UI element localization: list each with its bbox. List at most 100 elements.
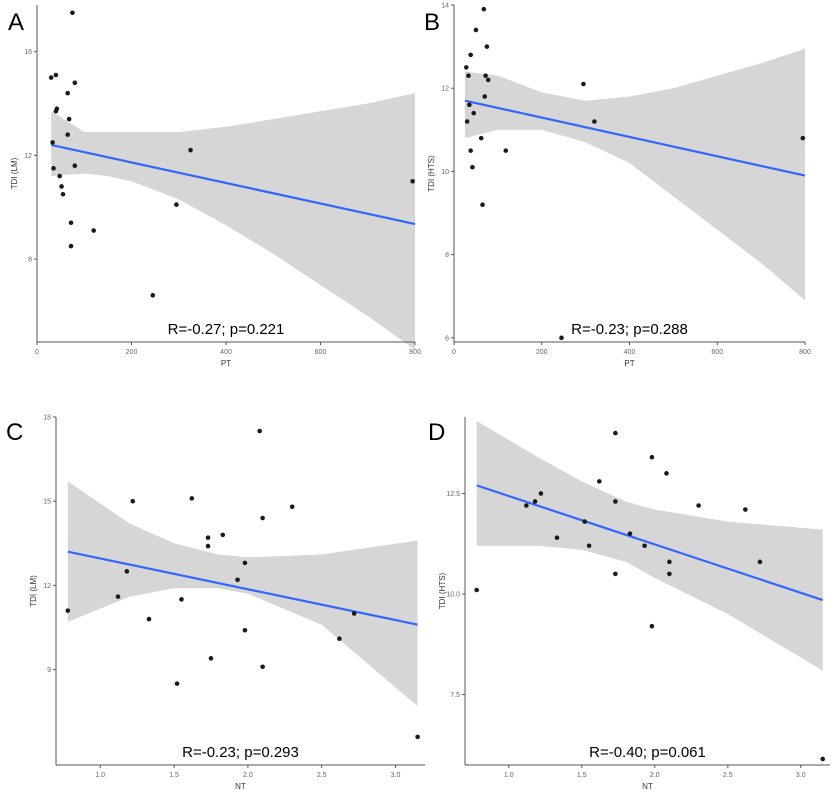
x-tick-label: 800 bbox=[799, 349, 811, 356]
data-point bbox=[696, 503, 701, 508]
x-axis-label: PT bbox=[221, 359, 231, 368]
data-point bbox=[613, 499, 618, 504]
confidence-band bbox=[476, 421, 823, 671]
y-tick-label: 12 bbox=[441, 86, 449, 93]
data-point bbox=[48, 75, 54, 80]
data-point bbox=[484, 44, 490, 49]
data-point bbox=[586, 543, 592, 549]
y-tick-label: 8 bbox=[28, 257, 32, 264]
data-point bbox=[410, 178, 415, 184]
confidence-band bbox=[67, 481, 418, 707]
data-point bbox=[72, 80, 78, 86]
data-point bbox=[582, 519, 588, 524]
data-point bbox=[800, 135, 806, 141]
y-tick-label: 14 bbox=[441, 3, 449, 10]
data-point bbox=[757, 559, 763, 565]
data-point bbox=[54, 106, 60, 111]
correlation-annotation: R=-0.40; p=0.061 bbox=[589, 744, 706, 761]
regression-line bbox=[50, 143, 416, 226]
data-point bbox=[597, 479, 602, 484]
data-point bbox=[468, 52, 473, 58]
regression-line bbox=[476, 484, 824, 602]
data-point bbox=[205, 535, 211, 540]
data-point bbox=[115, 594, 121, 599]
correlation-annotation: R=-0.23; p=0.293 bbox=[182, 744, 299, 761]
data-point bbox=[146, 616, 152, 622]
data-point bbox=[260, 515, 265, 521]
x-tick-label: 600 bbox=[315, 349, 327, 356]
data-point bbox=[480, 202, 485, 208]
data-point bbox=[220, 532, 226, 538]
data-point bbox=[65, 132, 71, 137]
data-point bbox=[559, 335, 564, 341]
data-point bbox=[481, 6, 487, 12]
data-point bbox=[68, 243, 74, 249]
data-point bbox=[649, 454, 655, 460]
correlation-annotation: R=-0.27; p=0.221 bbox=[168, 321, 285, 338]
x-tick-label: 0 bbox=[452, 349, 456, 356]
y-tick-label: 9 bbox=[47, 667, 51, 674]
data-point bbox=[188, 147, 193, 153]
y-tick-label: 12 bbox=[24, 153, 32, 160]
data-point bbox=[72, 163, 78, 169]
panel-label: C bbox=[6, 419, 23, 446]
data-point bbox=[592, 119, 597, 124]
data-point bbox=[242, 627, 248, 633]
x-tick-label: 2.5 bbox=[317, 772, 327, 779]
x-axis-label: NT bbox=[642, 782, 653, 791]
y-tick-label: 16 bbox=[24, 49, 32, 56]
y-tick-label: 12 bbox=[43, 583, 51, 590]
x-tick-label: 200 bbox=[536, 349, 548, 356]
panel-c: C 1.0 1.5 2.0 2.5 3.0 9 12 15 18 NT TDI (LM) R=-0.23… bbox=[6, 415, 425, 791]
data-point bbox=[351, 611, 357, 616]
y-tick-label: 6 bbox=[445, 335, 449, 342]
x-axis-label: NT bbox=[235, 782, 246, 791]
data-point bbox=[463, 65, 469, 70]
x-tick-label: 0 bbox=[35, 349, 39, 356]
data-point bbox=[242, 560, 248, 566]
data-point bbox=[473, 27, 479, 33]
data-point bbox=[91, 228, 96, 233]
data-point bbox=[174, 681, 180, 686]
data-point bbox=[70, 10, 75, 16]
data-point bbox=[820, 756, 825, 762]
data-point bbox=[613, 571, 618, 577]
x-tick-label: 400 bbox=[624, 349, 636, 356]
data-point bbox=[743, 507, 748, 512]
data-point bbox=[474, 587, 479, 593]
data-point bbox=[289, 504, 295, 510]
x-tick-label: 400 bbox=[220, 349, 232, 356]
data-point bbox=[60, 191, 66, 197]
data-point bbox=[538, 491, 544, 496]
regression-line bbox=[464, 99, 806, 177]
correlation-annotation: R=-0.23; p=0.288 bbox=[571, 321, 688, 338]
data-point bbox=[471, 110, 477, 116]
panel-a: A 0 200 400 600 800 8 12 16 PT TDI (LM) R=-0.27; p=… bbox=[8, 5, 421, 368]
data-point bbox=[532, 499, 538, 504]
x-tick-label: 1.5 bbox=[577, 772, 587, 779]
data-point bbox=[66, 116, 72, 122]
y-tick-label: 15 bbox=[43, 499, 51, 506]
y-tick-label: 10 bbox=[441, 169, 449, 176]
y-axis-label: TDI (LM) bbox=[29, 575, 38, 607]
data-point bbox=[468, 148, 473, 153]
x-tick-label: 2.0 bbox=[243, 772, 253, 779]
data-point bbox=[208, 656, 214, 661]
y-axis-label: TDI (LM) bbox=[10, 157, 19, 189]
data-point bbox=[235, 577, 240, 583]
x-tick-label: 1.5 bbox=[169, 772, 179, 779]
y-tick-label: 18 bbox=[43, 415, 51, 422]
data-point bbox=[664, 471, 669, 476]
panel-b: B 0 200 400 600 800 6 8 10 12 14 PT TDI (HTS) R=-0.23… bbox=[424, 3, 811, 369]
data-point bbox=[667, 571, 672, 577]
data-point bbox=[124, 569, 130, 574]
data-point bbox=[642, 543, 647, 549]
x-axis-label: PT bbox=[624, 359, 634, 368]
data-point bbox=[467, 102, 472, 108]
data-point bbox=[478, 135, 484, 141]
data-point bbox=[65, 608, 71, 613]
data-point bbox=[174, 202, 179, 207]
data-point bbox=[179, 597, 184, 602]
panel-label: D bbox=[428, 419, 445, 446]
